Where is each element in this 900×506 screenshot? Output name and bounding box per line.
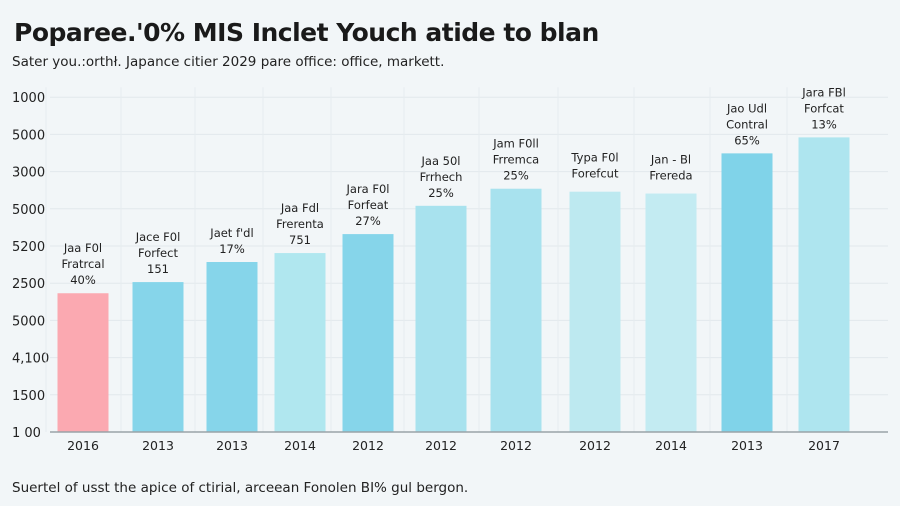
y-tick-label: 1 00: [12, 426, 41, 441]
data-label: 40%: [70, 273, 96, 287]
data-label: 151: [147, 262, 169, 276]
data-label: 751: [289, 233, 311, 247]
data-label: Jaa Fdl: [280, 201, 319, 215]
x-tick-label: 2013: [731, 438, 763, 453]
y-tick-label: 5000: [12, 314, 45, 329]
data-label: Frrhech: [420, 170, 463, 184]
data-label: Forfeat: [348, 198, 389, 212]
y-tick-label: 5200: [12, 240, 45, 255]
bar: [798, 137, 850, 432]
data-label: Fratrcal: [61, 257, 104, 271]
x-tick-label: 2012: [500, 438, 532, 453]
data-label: Jara FBl: [801, 85, 846, 99]
data-label: Jao Udl: [726, 101, 767, 115]
data-label: Frerenta: [276, 217, 324, 231]
data-label: 25%: [503, 169, 529, 183]
chart-footer: Suertel of usst the apice of ctirial, ar…: [12, 480, 469, 496]
bar: [57, 293, 109, 432]
bar: [274, 253, 326, 432]
data-label: Jan - Bl: [650, 153, 691, 167]
y-tick-label: 1500: [12, 389, 45, 404]
chart-title: Poparee.'0% MIS Inclet Youch atide to bl…: [14, 18, 599, 47]
data-label: Jaa 50l: [421, 154, 461, 168]
bar: [206, 261, 258, 432]
x-tick-label: 2013: [142, 438, 174, 453]
data-label: Frereda: [649, 169, 692, 183]
bar: [569, 191, 621, 432]
bar: [721, 153, 773, 432]
data-label: Contral: [726, 117, 768, 131]
data-label: 27%: [355, 214, 381, 228]
y-tick-label: 3000: [12, 166, 45, 181]
x-tick-label: 2012: [352, 438, 384, 453]
data-label: Jaet f'dl: [209, 226, 253, 240]
x-tick-label: 2017: [808, 438, 840, 453]
data-label: 13%: [811, 117, 837, 131]
bar: [490, 188, 542, 432]
bar: [415, 205, 467, 432]
y-tick-label: 2500: [12, 277, 45, 292]
chart-subtitle: Sater you.:orthł. Japance citier 2029 pa…: [12, 54, 445, 70]
data-label: 65%: [734, 133, 760, 147]
y-tick-label: 4,100: [12, 352, 49, 367]
x-tick-label: 2016: [67, 438, 99, 453]
data-label: 25%: [428, 186, 454, 200]
x-tick-label: 2012: [579, 438, 611, 453]
y-tick-label: 1000: [12, 91, 45, 106]
x-tick-label: 2014: [284, 438, 316, 453]
x-tick-label: 2013: [216, 438, 248, 453]
data-label: Frremca: [493, 153, 539, 167]
data-label: Jaa F0l: [63, 241, 102, 255]
data-label: Forefcut: [572, 167, 619, 181]
data-label: 17%: [219, 242, 245, 256]
bar: [342, 234, 394, 432]
data-label: Forfect: [138, 246, 178, 260]
data-label: Jam F0ll: [492, 137, 539, 151]
bar: [132, 282, 184, 432]
y-tick-label: 5000: [12, 203, 45, 218]
x-tick-label: 2014: [655, 438, 687, 453]
data-label: Typa F0l: [570, 151, 618, 165]
bar: [645, 193, 697, 432]
x-tick-label: 2012: [425, 438, 457, 453]
data-label: Jara F0l: [346, 182, 390, 196]
data-label: Jace F0l: [135, 230, 181, 244]
y-tick-label: 5000: [12, 128, 45, 143]
data-label: Forfcat: [804, 101, 844, 115]
